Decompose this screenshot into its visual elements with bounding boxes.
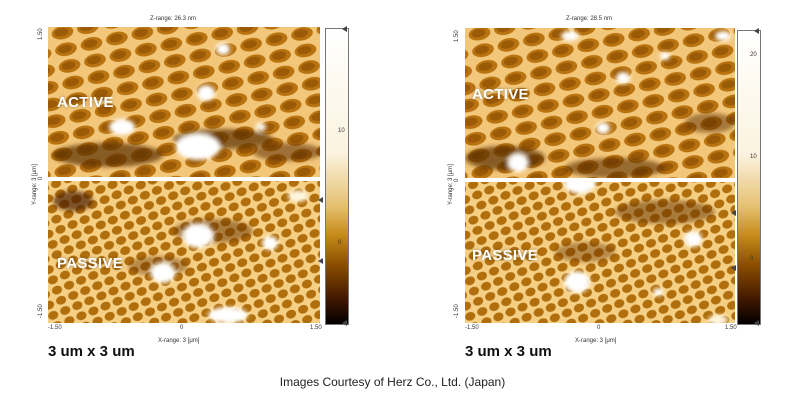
y-tick-top: 1.50	[454, 30, 460, 42]
y-axis-label: Y-range: 3 [μm]	[448, 164, 454, 205]
x-axis-label: X-range: 3 [μm]	[158, 338, 200, 344]
y-tick-bottom: -1.50	[454, 304, 460, 318]
colorbar-marker-icon	[754, 320, 759, 326]
colorbar-tick: 20	[750, 52, 757, 58]
x-tick-left: -1.50	[465, 325, 479, 331]
passive-label: PASSIVE	[472, 247, 539, 264]
y-tick-bottom: -1.50	[38, 304, 44, 318]
afm-image-active	[48, 27, 320, 178]
afm-image-passive	[465, 182, 735, 323]
colorbar-marker-icon	[342, 320, 347, 326]
x-tick-right: 1.50	[725, 325, 737, 331]
image-divider	[465, 178, 735, 182]
active-label: ACTIVE	[57, 94, 114, 111]
x-tick-mid: 0	[597, 325, 601, 331]
z-range-label: Z-range: 28.5 nm	[566, 16, 613, 22]
afm-image-passive	[48, 181, 320, 323]
z-range-label: Z-range: 26.3 nm	[150, 16, 197, 22]
afm-panel-left: Z-range: 26.3 nm Y-range: 3 [μm] 1.50 0 …	[0, 0, 360, 370]
height-colorbar	[325, 28, 349, 325]
x-tick-right: 1.50	[310, 325, 322, 331]
colorbar-tick: 0	[338, 240, 342, 246]
colorbar-marker-icon	[318, 197, 323, 203]
colorbar-marker-icon	[754, 28, 759, 34]
scan-size-label: 3 um x 3 um	[465, 343, 552, 360]
colorbar-marker-icon	[731, 265, 736, 271]
y-tick-mid: 0	[454, 178, 460, 182]
x-axis-label: X-range: 3 [μm]	[575, 338, 617, 344]
afm-panel-right: Z-range: 28.5 nm Y-range: 3 [μm] 1.50 0 …	[420, 0, 780, 370]
height-colorbar	[737, 30, 761, 325]
y-tick-mid: 0	[38, 176, 44, 180]
x-tick-mid: 0	[180, 325, 184, 331]
colorbar-marker-icon	[731, 210, 736, 216]
afm-image-active	[465, 28, 735, 179]
passive-label: PASSIVE	[57, 255, 124, 272]
x-tick-left: -1.50	[48, 325, 62, 331]
colorbar-tick: 0	[750, 256, 754, 262]
colorbar-marker-icon	[342, 26, 347, 32]
active-label: ACTIVE	[472, 86, 529, 103]
image-divider	[48, 177, 320, 181]
y-tick-top: 1.50	[38, 28, 44, 40]
image-credit: Images Courtesy of Herz Co., Ltd. (Japan…	[279, 375, 506, 389]
colorbar-tick: 10	[750, 154, 757, 160]
scan-size-label: 3 um x 3 um	[48, 343, 135, 360]
y-axis-label: Y-range: 3 [μm]	[32, 164, 38, 205]
colorbar-marker-icon	[318, 258, 323, 264]
colorbar-tick: 10	[338, 128, 345, 134]
